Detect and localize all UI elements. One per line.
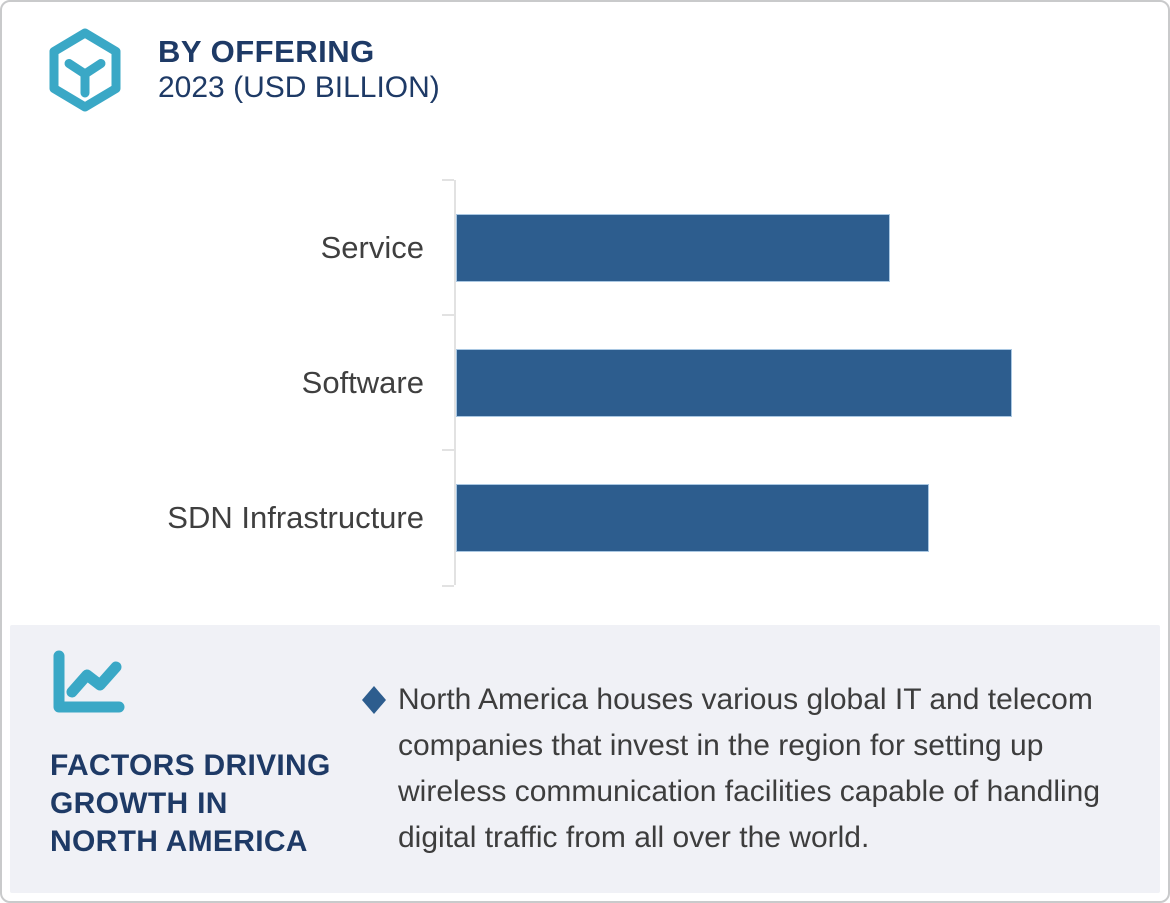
- bullet-item: North America houses various global IT a…: [362, 677, 1140, 861]
- chart-row: Service: [2, 179, 1152, 315]
- chart-title: BY OFFERING: [158, 34, 375, 69]
- bar-track: [442, 179, 1152, 315]
- bar-sdn-infrastructure: [456, 483, 929, 552]
- bar-software: [456, 348, 1012, 417]
- header: BY OFFERING 2023 (USD BILLION): [48, 28, 440, 112]
- panel-heading: FACTORS DRIVING GROWTH IN NORTH AMERICA: [50, 747, 331, 861]
- panel-heading-line: FACTORS DRIVING: [50, 749, 331, 782]
- category-label: Service: [320, 229, 424, 265]
- chart-row: Software: [2, 314, 1152, 450]
- category-label: Software: [301, 364, 424, 400]
- chart-row: SDN Infrastructure: [2, 449, 1152, 585]
- axis-bottom-tick: [442, 585, 454, 587]
- bar-chart-rows: Service Software SDN Infrastructure: [2, 179, 1152, 585]
- panel-heading-line: NORTH AMERICA: [50, 825, 308, 858]
- bar-service: [456, 213, 890, 282]
- bar-track: [442, 449, 1152, 585]
- header-text: BY OFFERING 2023 (USD BILLION): [158, 28, 440, 106]
- diamond-bullet-icon: [362, 686, 386, 714]
- line-chart-icon: [53, 650, 125, 713]
- bar-chart: Service Software SDN Infrastructure: [2, 179, 1152, 585]
- chart-subtitle: 2023 (USD BILLION): [158, 71, 440, 104]
- panel-heading-line: GROWTH IN: [50, 787, 228, 820]
- bullet-text: North America houses various global IT a…: [398, 683, 1101, 854]
- category-label: SDN Infrastructure: [167, 499, 424, 535]
- bar-track: [442, 314, 1152, 450]
- factors-panel: FACTORS DRIVING GROWTH IN NORTH AMERICA …: [10, 625, 1160, 893]
- hexagon-cube-icon: [49, 28, 121, 112]
